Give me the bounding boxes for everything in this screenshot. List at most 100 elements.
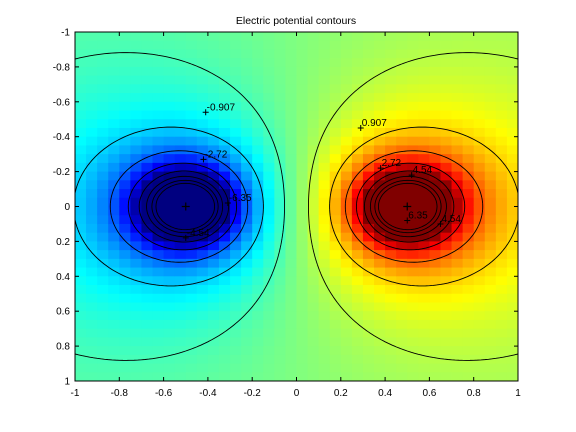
heatmap-cell <box>407 162 419 173</box>
heatmap-cell <box>418 32 430 42</box>
heatmap-cell <box>163 311 176 321</box>
heatmap-cell <box>75 363 87 373</box>
heatmap-cell <box>440 101 453 112</box>
heatmap-cell <box>141 136 154 147</box>
heatmap-cell <box>340 40 353 51</box>
heatmap-cell <box>141 154 154 164</box>
heatmap-cell <box>296 136 309 147</box>
heatmap-cell <box>407 319 419 330</box>
heatmap-cell <box>207 84 220 94</box>
heatmap-cell <box>506 32 518 42</box>
heatmap-cell <box>285 110 298 120</box>
heatmap-cell <box>374 75 386 85</box>
heatmap-cell <box>440 75 453 85</box>
heatmap-cell <box>174 285 187 295</box>
heatmap-cell <box>218 180 231 190</box>
heatmap-cell <box>396 223 408 234</box>
heatmap-cell <box>296 372 309 381</box>
heatmap-cell <box>274 101 287 112</box>
heatmap-cell <box>207 302 220 312</box>
heatmap-cell <box>252 101 264 112</box>
heatmap-cell <box>230 311 242 321</box>
heatmap-cell <box>97 189 109 199</box>
heatmap-cell <box>374 127 386 138</box>
heatmap-cell <box>462 180 475 190</box>
heatmap-cell <box>241 32 253 42</box>
heatmap-cell <box>473 154 486 164</box>
heatmap-cell <box>97 285 109 295</box>
heatmap-cell <box>119 162 131 173</box>
heatmap-cell <box>351 197 364 208</box>
heatmap-cell <box>307 162 320 173</box>
heatmap-cell <box>296 215 309 225</box>
heatmap-cell <box>351 372 364 381</box>
heatmap-cell <box>207 136 220 147</box>
heatmap-cell <box>141 232 154 242</box>
heatmap-cell <box>185 241 198 251</box>
heatmap-cell <box>307 241 320 251</box>
heatmap-cell <box>141 66 154 77</box>
heatmap-cell <box>163 232 176 242</box>
heatmap-cell <box>207 241 220 251</box>
heatmap-cell <box>506 319 518 330</box>
heatmap-cell <box>241 302 253 312</box>
heatmap-cell <box>418 84 430 94</box>
heatmap-cell <box>285 32 298 42</box>
heatmap-cell <box>230 241 242 251</box>
heatmap-cell <box>462 258 475 269</box>
heatmap-cell <box>241 250 253 260</box>
heatmap-cell <box>329 337 342 347</box>
heatmap-cell <box>362 58 375 68</box>
heatmap-cell <box>506 110 518 120</box>
contour-label: -2.72 <box>204 149 227 160</box>
heatmap-cell <box>75 180 87 190</box>
heatmap-cell <box>241 40 253 51</box>
heatmap-cell <box>451 372 464 381</box>
heatmap-cell <box>174 276 187 286</box>
heatmap-cell <box>351 232 364 242</box>
heatmap-cell <box>252 258 264 269</box>
heatmap-cell <box>86 267 98 277</box>
heatmap-cell <box>440 302 453 312</box>
heatmap-cell <box>285 285 298 295</box>
x-tick-label: -1 <box>71 388 80 399</box>
heatmap-cell <box>495 319 508 330</box>
heatmap-cell <box>396 285 408 295</box>
contour-line <box>363 170 455 243</box>
heatmap-cell <box>241 75 253 85</box>
heatmap-cell <box>218 250 231 260</box>
heatmap-cell <box>362 145 375 155</box>
heatmap-cell <box>396 319 408 330</box>
heatmap-cell <box>119 101 131 112</box>
contour-line <box>308 52 518 361</box>
heatmap-cell <box>174 319 187 330</box>
heatmap-cell <box>130 337 143 347</box>
heatmap-cell <box>362 101 375 112</box>
heatmap-cell <box>351 32 364 42</box>
heatmap-cell <box>362 206 375 216</box>
heatmap-cell <box>119 215 131 225</box>
heatmap-cell <box>75 276 87 286</box>
heatmap-cell <box>263 232 275 242</box>
heatmap-cell <box>351 136 364 147</box>
heatmap-cell <box>318 363 331 373</box>
heatmap-cell <box>174 180 187 190</box>
heatmap-cell <box>484 162 497 173</box>
heatmap-cell <box>407 267 419 277</box>
heatmap-cell <box>196 258 209 269</box>
heatmap-cell <box>252 58 264 68</box>
heatmap-cell <box>329 66 342 77</box>
heatmap-cell <box>75 189 87 199</box>
heatmap-cell <box>218 49 231 59</box>
heatmap-cell <box>418 145 430 155</box>
heatmap-cell <box>241 328 253 338</box>
heatmap-cell <box>418 101 430 112</box>
heatmap-cell <box>473 337 486 347</box>
heatmap-cell <box>462 32 475 42</box>
heatmap-cell <box>318 32 331 42</box>
heatmap-cell <box>207 162 220 173</box>
heatmap-cell <box>130 250 143 260</box>
heatmap-cell <box>351 319 364 330</box>
heatmap-cell <box>473 319 486 330</box>
heatmap-cell <box>407 197 419 208</box>
